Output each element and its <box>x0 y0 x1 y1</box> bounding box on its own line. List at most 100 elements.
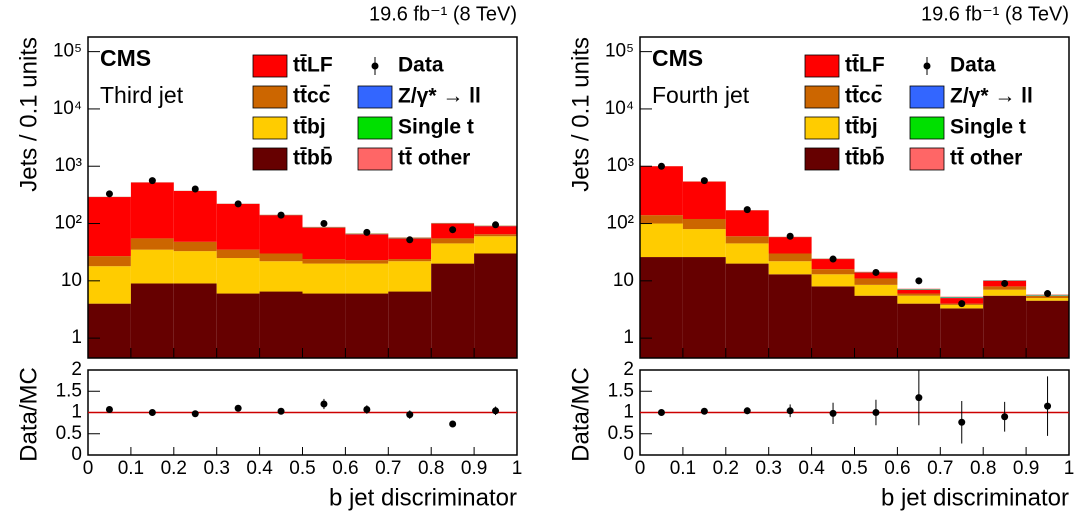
data-point <box>1044 290 1052 298</box>
legend-label: tt̄bb̄ <box>845 147 885 170</box>
ratio-point <box>105 406 113 414</box>
ratio-point <box>363 406 371 414</box>
bar-segment <box>897 295 941 304</box>
legend-label: Data <box>398 54 444 77</box>
bar-segment <box>640 166 683 216</box>
legend-swatch <box>252 85 288 109</box>
bar-segment <box>173 251 217 284</box>
bar-segment <box>259 291 303 358</box>
legend-label: tt̄LF <box>293 54 333 77</box>
chart-title: Third jet <box>100 82 184 108</box>
ratio-y-axis-label: Data/MC <box>15 367 42 462</box>
legend-label: tt̄bj <box>845 116 878 139</box>
bar-segment <box>1026 298 1069 301</box>
ratio-point <box>872 409 880 416</box>
ratio-y-tick-label: 0.5 <box>608 423 634 444</box>
ratio-y-tick-label: 1.5 <box>56 380 82 401</box>
ratio-y-tick-label: 0 <box>71 444 82 465</box>
ratio-point <box>1001 413 1009 421</box>
ratio-y-axis-label: Data/MC <box>567 367 594 462</box>
bar-segment <box>345 260 389 264</box>
bar-segment <box>854 295 898 358</box>
x-tick-label: 0.3 <box>203 458 229 479</box>
bar-segment <box>216 293 260 358</box>
y-tick-label: 10⁴ <box>605 98 634 119</box>
ratio-point <box>277 407 285 415</box>
y-tick-label: 10 <box>613 270 634 291</box>
bar-segment <box>173 283 217 358</box>
x-tick-label: 0.7 <box>375 458 401 479</box>
y-tick-label: 10⁵ <box>605 41 634 62</box>
data-point <box>148 177 156 185</box>
bar-segment <box>768 261 812 275</box>
ratio-y-tick-label: 2 <box>71 359 82 380</box>
legend-swatch <box>357 147 393 171</box>
ratio-y-tick-label: 2 <box>623 359 634 380</box>
legend-swatch <box>357 85 393 109</box>
bar-segment <box>811 286 855 358</box>
bar-segment <box>940 308 984 358</box>
legend-swatch <box>252 54 288 78</box>
bar-segment <box>388 259 432 262</box>
x-tick-label: 0.5 <box>841 458 867 479</box>
legend-label: Single t <box>950 116 1026 139</box>
bar-segment <box>130 182 174 239</box>
bar-segment <box>854 278 898 285</box>
bar-segment <box>897 303 941 358</box>
bar-segment <box>216 249 260 259</box>
bar-segment <box>302 263 346 294</box>
legend-marker <box>923 62 931 70</box>
legend-swatch <box>252 147 288 171</box>
data-point <box>786 232 794 240</box>
legend-label: tt̄bb̄ <box>293 147 333 170</box>
bar-segment <box>431 263 475 358</box>
bar-segment <box>474 226 517 235</box>
data-point <box>1001 279 1009 287</box>
ratio-y-tick-label: 0.5 <box>56 423 82 444</box>
legend-swatch <box>804 85 840 109</box>
data-point <box>492 221 500 229</box>
ratio-point <box>915 394 923 402</box>
data-point <box>958 300 966 308</box>
bar-segment <box>682 181 726 219</box>
x-tick-label: 0.8 <box>418 458 444 479</box>
bar-segment <box>1026 300 1069 358</box>
y-tick-label: 10 <box>61 270 82 291</box>
data-point <box>743 206 751 214</box>
ratio-point <box>958 418 966 426</box>
x-axis-label: b jet discriminator <box>881 484 1069 511</box>
bar-segment <box>259 215 303 254</box>
y-tick-label: 10⁵ <box>53 41 82 62</box>
x-tick-label: 0.2 <box>713 458 739 479</box>
data-point <box>700 177 708 185</box>
legend-marker <box>371 62 379 70</box>
bar-segment <box>345 234 389 261</box>
lumi-label: 19.6 fb⁻¹ (8 TeV) <box>921 3 1069 25</box>
bar-segment <box>811 274 855 287</box>
bar-segment <box>431 243 475 264</box>
ratio-point <box>449 420 457 428</box>
bar-segment <box>173 241 217 252</box>
bar-segment <box>682 218 726 230</box>
x-tick-label: 0.9 <box>1013 458 1039 479</box>
ratio-y-tick-label: 0 <box>623 444 634 465</box>
bar-segment <box>768 274 812 358</box>
legend-swatch <box>804 147 840 171</box>
ratio-point <box>148 409 156 416</box>
bar-segment <box>216 258 260 294</box>
x-tick-label: 0.1 <box>670 458 696 479</box>
experiment-label: CMS <box>652 45 703 71</box>
bar-segment <box>768 253 812 262</box>
bar-segment <box>259 261 303 292</box>
data-point <box>872 268 880 276</box>
ratio-point <box>191 410 199 418</box>
legend-label: tt̄ other <box>398 147 470 170</box>
bar-segment <box>259 253 303 262</box>
x-tick-label: 0 <box>83 458 94 479</box>
bar-segment <box>725 210 769 237</box>
ratio-point <box>700 407 708 415</box>
bar-segment <box>768 237 812 254</box>
legend-swatch <box>909 147 945 171</box>
legend-swatch <box>909 116 945 140</box>
x-tick-label: 1 <box>1064 458 1075 479</box>
